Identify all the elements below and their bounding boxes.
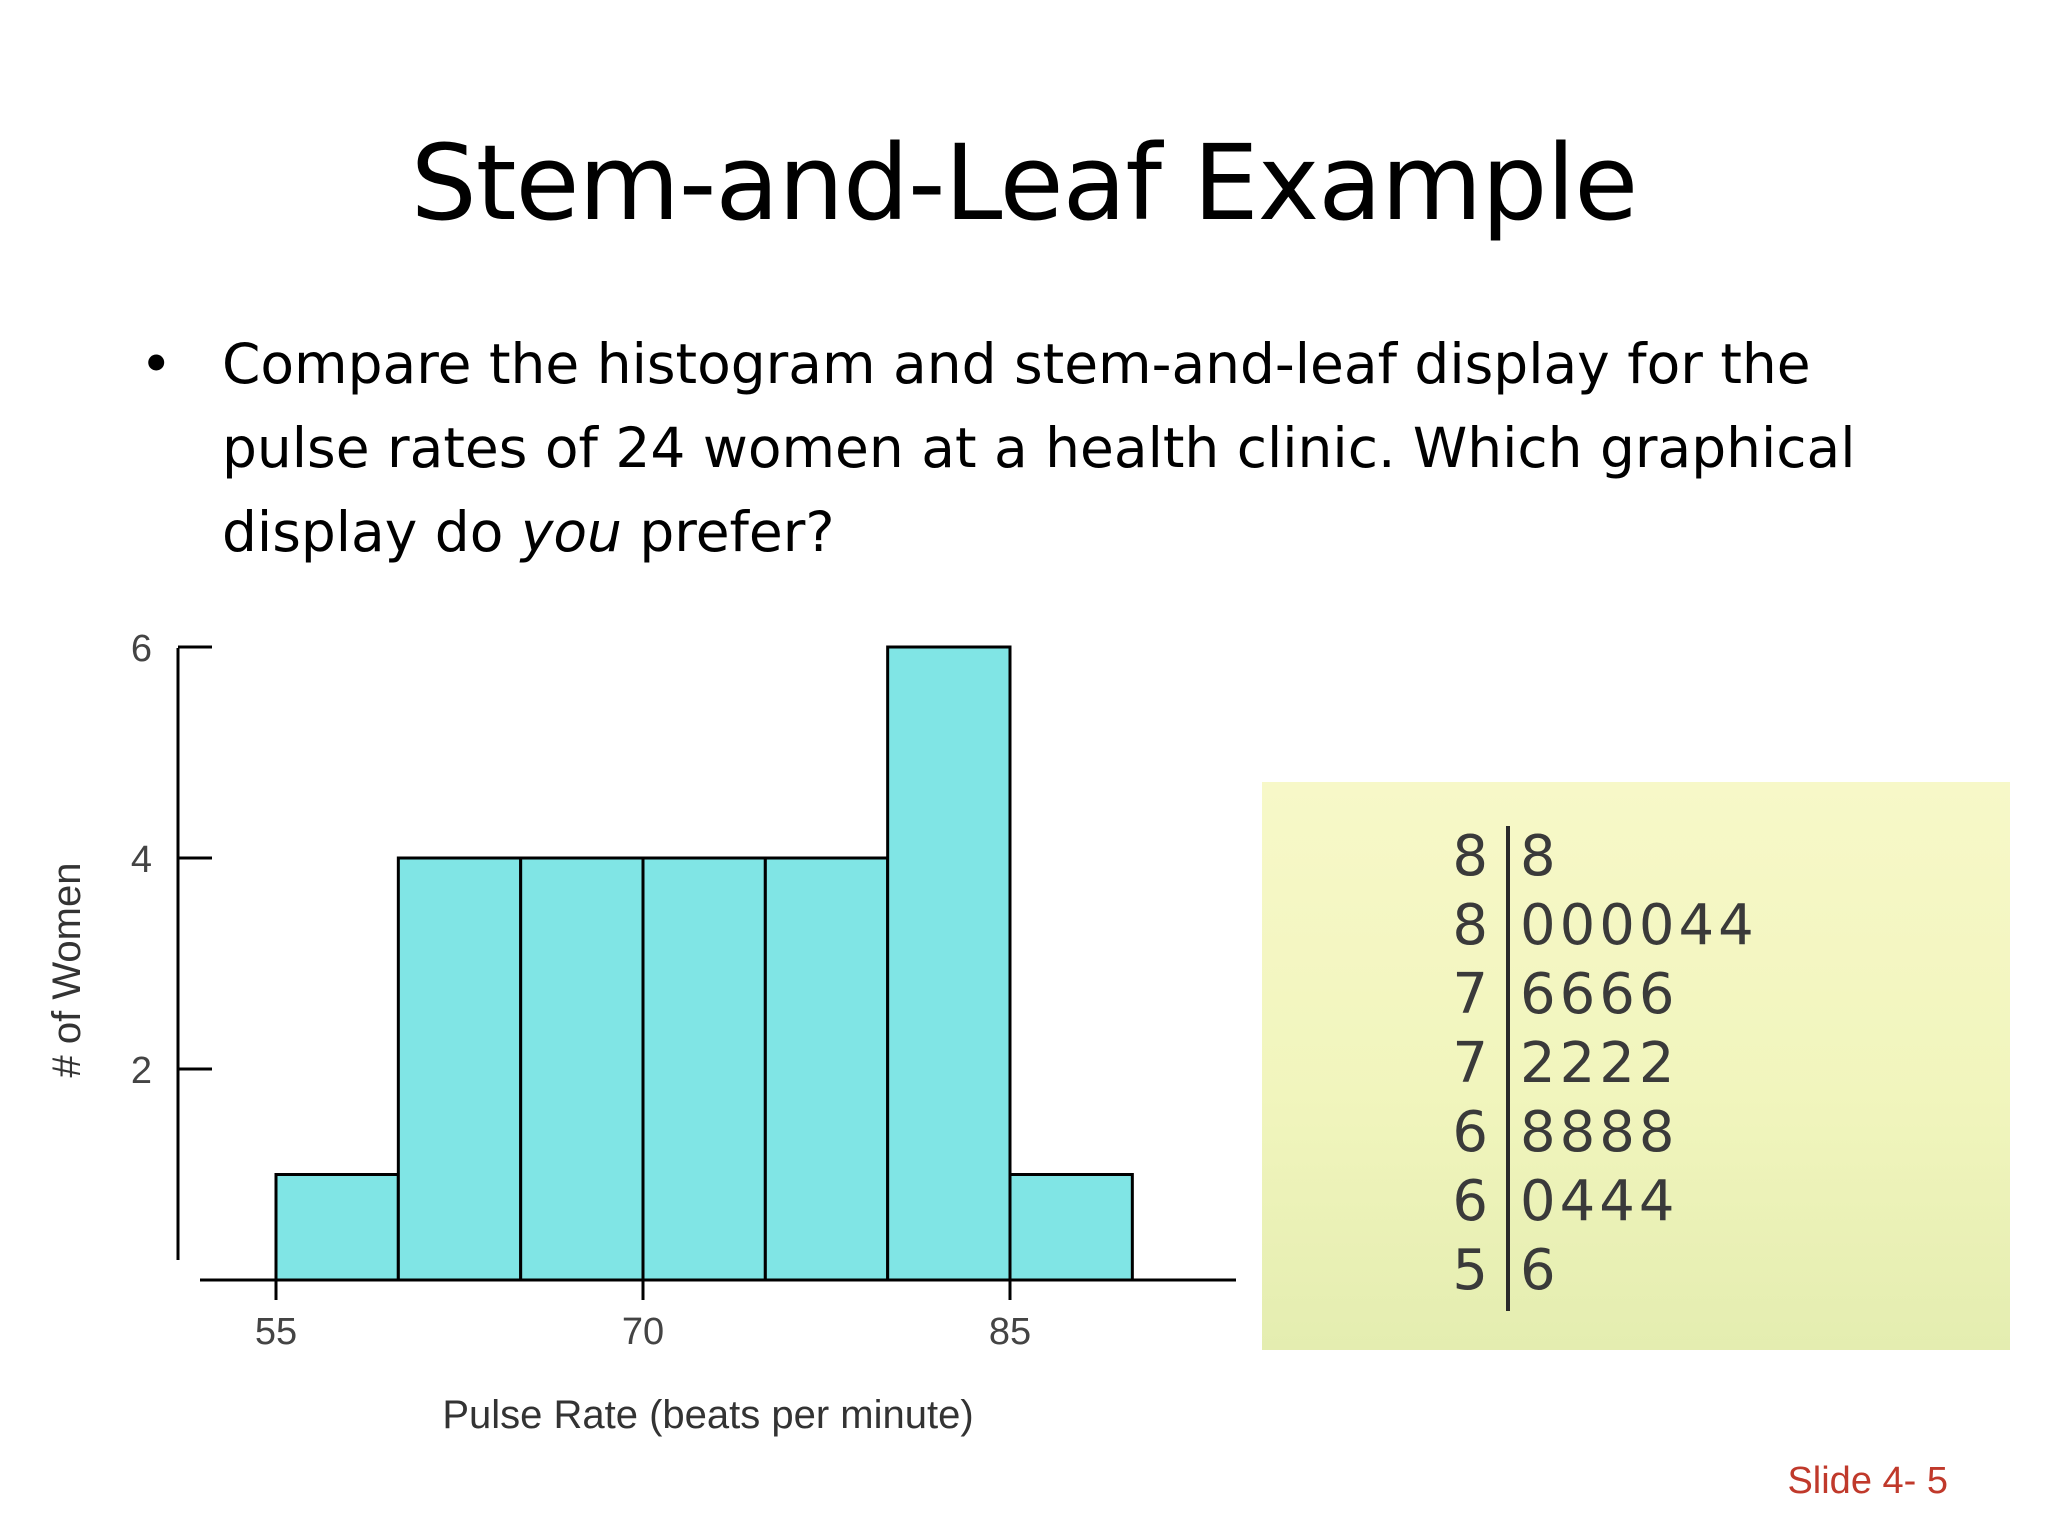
leaf-values: 6666 [1520, 962, 1679, 1027]
y-tick-label: 2 [131, 1050, 152, 1092]
leaf-values: 000044 [1520, 893, 1758, 958]
histogram-bar [519, 856, 645, 1282]
stem-divider-line [1506, 826, 1510, 1311]
stem-leaf-row: 8 000044 [1432, 891, 1758, 960]
stem-value: 7 [1452, 962, 1492, 1027]
x-tick-label: 70 [622, 1311, 664, 1353]
leaf-values: 0444 [1520, 1169, 1679, 1234]
bullet-text-part-1: Compare the histogram and stem-and-leaf … [222, 332, 1856, 564]
y-axis-label: # of Women [45, 863, 89, 1078]
stem-value: 8 [1452, 824, 1492, 889]
histogram-chart: 55 70 85 2 4 6 Pulse Rate (beats per minute) # … [45, 628, 1236, 1437]
histogram-bar [763, 856, 890, 1282]
slide-number: Slide 4- 5 [1787, 1460, 1948, 1502]
y-tick-label: 4 [131, 839, 152, 881]
x-axis-label: Pulse Rate (beats per minute) [442, 1393, 973, 1437]
histogram-bar [396, 856, 523, 1282]
x-tick-label: 55 [255, 1311, 297, 1353]
histogram-bar [886, 645, 1012, 1282]
histogram-bar [641, 856, 767, 1282]
slide-title: Stem-and-Leaf Example [410, 122, 1639, 244]
leaf-values: 8888 [1520, 1100, 1679, 1165]
bullet-text-part-2: prefer? [621, 500, 835, 564]
stem-value: 6 [1452, 1100, 1492, 1165]
leaf-values: 8 [1520, 824, 1560, 889]
bullet-marker: • [140, 332, 173, 396]
y-tick-label: 6 [131, 628, 152, 670]
stem-value: 8 [1452, 893, 1492, 958]
stem-and-leaf-panel: 8 8 8 000044 7 6666 7 2222 6 8888 6 0444 5 6 [1262, 782, 2010, 1350]
stem-leaf-row: 6 0444 [1432, 1167, 1758, 1236]
stem-leaf-row: 7 6666 [1432, 960, 1758, 1029]
stem-value: 6 [1452, 1169, 1492, 1234]
bullet-text-emphasis: you [520, 500, 622, 564]
bullet-text: Compare the histogram and stem-and-leaf … [222, 322, 1922, 574]
stem-value: 5 [1452, 1238, 1492, 1303]
stem-and-leaf-rows: 8 8 8 000044 7 6666 7 2222 6 8888 6 0444 5 6 [1432, 822, 1758, 1305]
stem-value: 7 [1452, 1031, 1492, 1096]
leaf-values: 6 [1520, 1238, 1560, 1303]
histogram-bar [1008, 1173, 1134, 1282]
stem-leaf-row: 6 8888 [1432, 1098, 1758, 1167]
leaf-values: 2222 [1520, 1031, 1679, 1096]
histogram-bar [274, 1173, 400, 1282]
x-tick-label: 85 [989, 1311, 1031, 1353]
stem-leaf-row: 7 2222 [1432, 1029, 1758, 1098]
